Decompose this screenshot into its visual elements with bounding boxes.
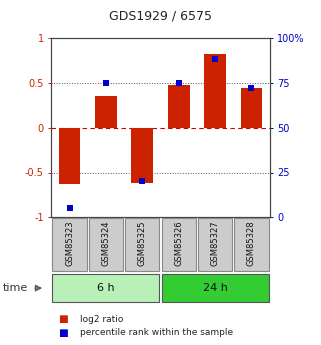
- Text: log2 ratio: log2 ratio: [80, 315, 124, 324]
- Bar: [59, 128, 81, 184]
- Bar: [89, 218, 123, 272]
- Bar: [52, 218, 87, 272]
- Text: GSM85328: GSM85328: [247, 221, 256, 266]
- Bar: [240, 88, 262, 128]
- Point: [140, 179, 145, 184]
- Text: 6 h: 6 h: [97, 283, 115, 293]
- Text: GSM85327: GSM85327: [211, 221, 220, 266]
- Bar: [234, 218, 269, 272]
- Point: [213, 57, 218, 62]
- Text: percentile rank within the sample: percentile rank within the sample: [80, 328, 233, 337]
- Bar: [95, 96, 117, 128]
- Text: ■: ■: [58, 314, 67, 324]
- Bar: [125, 218, 160, 272]
- Point: [176, 80, 181, 86]
- Point: [103, 80, 108, 86]
- Text: GSM85326: GSM85326: [174, 221, 183, 266]
- Text: time: time: [3, 283, 29, 293]
- Text: GDS1929 / 6575: GDS1929 / 6575: [109, 9, 212, 22]
- Bar: [161, 218, 196, 272]
- Text: ■: ■: [58, 328, 67, 338]
- Bar: [198, 218, 232, 272]
- Point: [67, 206, 72, 211]
- Text: 24 h: 24 h: [203, 283, 228, 293]
- Bar: [52, 274, 160, 302]
- Text: GSM85323: GSM85323: [65, 221, 74, 266]
- Bar: [161, 274, 269, 302]
- Text: GSM85325: GSM85325: [138, 221, 147, 266]
- Point: [249, 86, 254, 91]
- Bar: [168, 86, 190, 128]
- Bar: [131, 128, 153, 183]
- Text: GSM85324: GSM85324: [101, 221, 110, 266]
- Bar: [204, 54, 226, 128]
